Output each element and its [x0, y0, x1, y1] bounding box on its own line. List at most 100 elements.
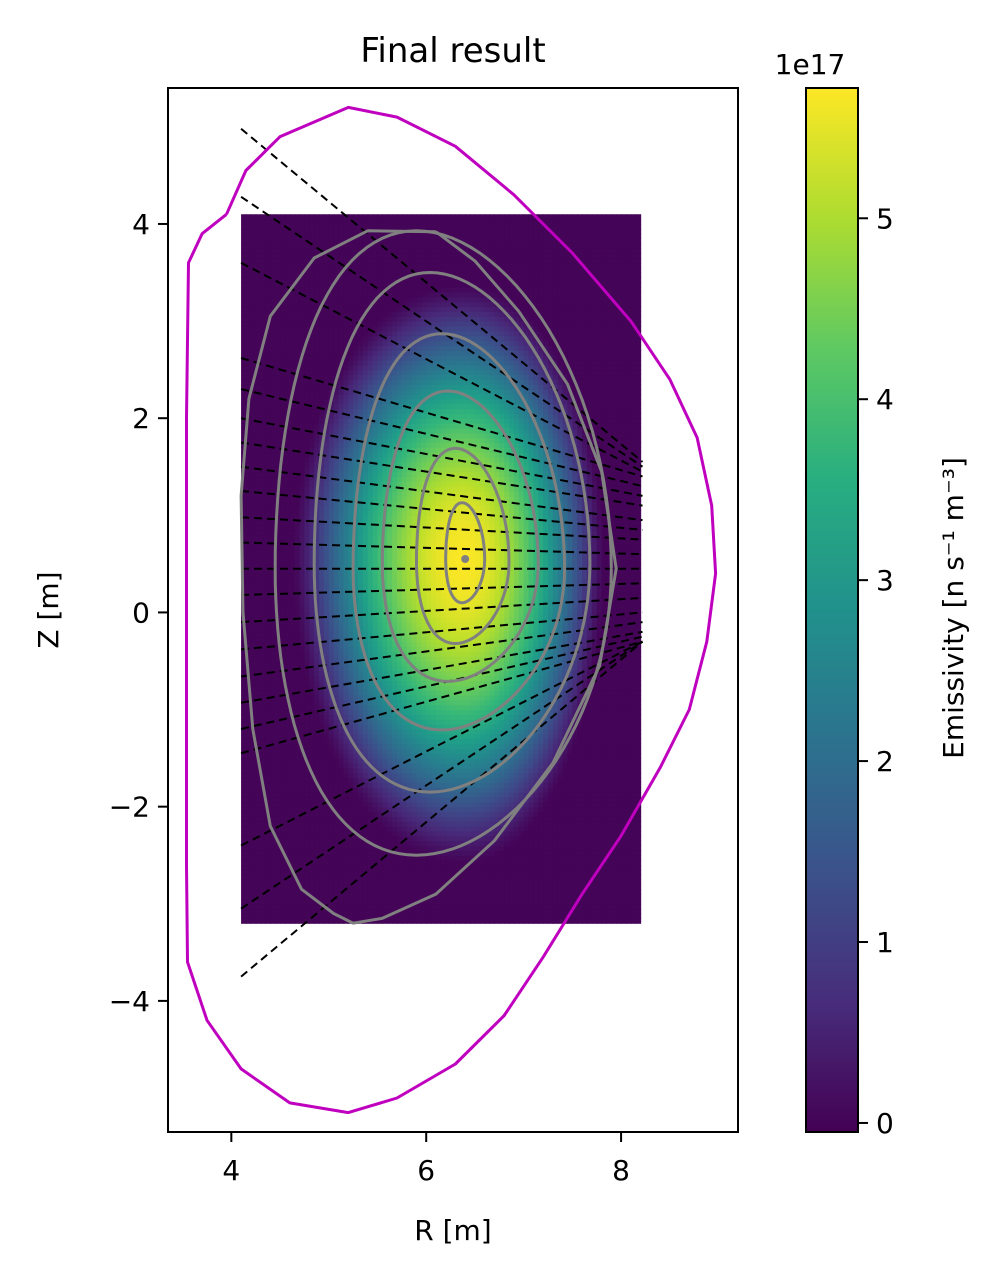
- heatmap-cell: [635, 753, 642, 759]
- heatmap-cell: [280, 680, 286, 686]
- heatmap-cell: [314, 835, 320, 842]
- heatmap-cell: [591, 913, 598, 919]
- heatmap-cell: [309, 636, 315, 643]
- heatmap-cell: [450, 879, 457, 885]
- heatmap-cell: [611, 874, 617, 881]
- heatmap-cell: [304, 894, 310, 900]
- heatmap-cell: [270, 733, 276, 740]
- heatmap-cell: [304, 656, 310, 662]
- heatmap-cell: [396, 685, 403, 691]
- heatmap-cell: [591, 898, 598, 905]
- heatmap-cell: [596, 835, 603, 842]
- heatmap-cell: [348, 801, 354, 808]
- heatmap-cell: [260, 636, 267, 643]
- heatmap-cell: [304, 801, 310, 808]
- heatmap-cell: [416, 636, 422, 643]
- heatmap-cell: [567, 845, 573, 851]
- heatmap-cell: [362, 806, 369, 813]
- heatmap-cell: [255, 806, 262, 813]
- heatmap-cell: [455, 660, 461, 667]
- heatmap-cell: [479, 665, 486, 672]
- heatmap-cell: [377, 806, 383, 813]
- heatmap-cell: [294, 738, 301, 745]
- heatmap-cell: [245, 830, 252, 837]
- heatmap-cell: [543, 660, 549, 667]
- heatmap-cell: [513, 670, 520, 677]
- heatmap-cell: [382, 767, 388, 774]
- heatmap-cell: [562, 772, 569, 779]
- heatmap-cell: [513, 884, 520, 890]
- heatmap-cell: [245, 850, 252, 856]
- heatmap-cell: [513, 801, 520, 808]
- heatmap-cell: [435, 733, 442, 740]
- heatmap-cell: [499, 753, 505, 759]
- heatmap-cell: [372, 762, 379, 769]
- heatmap-cell: [294, 840, 301, 847]
- heatmap-cell: [362, 796, 369, 803]
- heatmap-cell: [450, 777, 457, 783]
- heatmap-cell: [328, 758, 335, 764]
- heatmap-cell: [289, 894, 296, 900]
- heatmap-cell: [328, 903, 335, 910]
- heatmap-cell: [630, 884, 637, 890]
- heatmap-cell: [392, 694, 398, 701]
- heatmap-cell: [245, 796, 252, 803]
- heatmap-cell: [421, 816, 427, 822]
- heatmap-cell: [435, 903, 442, 910]
- heatmap-cell: [304, 860, 310, 866]
- heatmap-cell: [396, 869, 403, 876]
- heatmap-cell: [543, 685, 549, 691]
- heatmap-cell: [367, 869, 374, 876]
- heatmap-cell: [275, 898, 281, 905]
- heatmap-cell: [606, 889, 612, 895]
- heatmap-cell: [328, 709, 335, 715]
- heatmap-cell: [270, 646, 276, 652]
- heatmap-cell: [494, 811, 500, 817]
- heatmap-cell: [484, 894, 491, 900]
- heatmap-cell: [611, 767, 617, 774]
- heatmap-cell: [586, 821, 593, 827]
- heatmap-cell: [489, 685, 496, 691]
- heatmap-cell: [289, 724, 296, 730]
- heatmap-cell: [275, 738, 281, 745]
- heatmap-cell: [552, 806, 559, 813]
- heatmap-cell: [470, 913, 476, 919]
- heatmap-cell: [455, 699, 461, 706]
- heatmap-cell: [289, 758, 296, 764]
- heatmap-cell: [372, 626, 379, 633]
- heatmap-cell: [319, 801, 325, 808]
- heatmap-cell: [431, 748, 437, 754]
- heatmap-cell: [567, 641, 573, 648]
- heatmap-cell: [377, 641, 383, 648]
- heatmap-cell: [348, 855, 354, 861]
- heatmap-cell: [474, 782, 481, 788]
- heatmap-cell: [421, 879, 427, 885]
- heatmap-cell: [562, 806, 569, 813]
- heatmap-cell: [484, 724, 491, 730]
- heatmap-cell: [299, 758, 306, 764]
- heatmap-cell: [392, 874, 398, 881]
- heatmap-cell: [499, 767, 505, 774]
- heatmap-cell: [484, 850, 491, 856]
- heatmap-cell: [557, 758, 564, 764]
- heatmap-cell: [513, 860, 520, 866]
- heatmap-cell: [241, 748, 247, 754]
- heatmap-cell: [260, 626, 267, 633]
- heatmap-cell: [552, 748, 559, 754]
- heatmap-cell: [416, 889, 422, 895]
- heatmap-cell: [435, 699, 442, 706]
- heatmap-cell: [548, 792, 554, 798]
- heatmap-cell: [348, 903, 354, 910]
- heatmap-cell: [460, 743, 466, 749]
- heatmap-cell: [406, 855, 413, 861]
- heatmap-cell: [309, 724, 315, 730]
- heatmap-cell: [377, 850, 383, 856]
- heatmap-cell: [387, 748, 393, 754]
- heatmap-cell: [552, 889, 559, 895]
- heatmap-cell: [591, 656, 598, 662]
- heatmap-cell: [348, 656, 354, 662]
- heatmap-cell: [538, 850, 544, 856]
- heatmap-cell: [372, 641, 379, 648]
- heatmap-cell: [591, 889, 598, 895]
- heatmap-cell: [440, 840, 447, 847]
